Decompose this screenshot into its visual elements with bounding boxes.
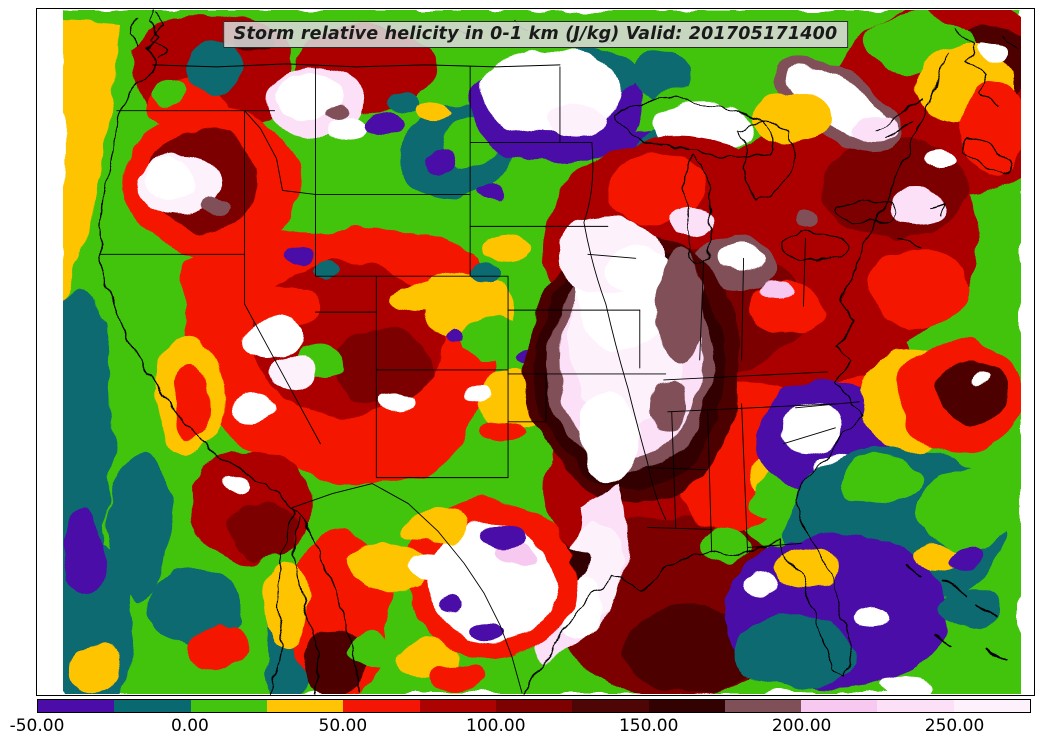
- colorbar-tick-label: 200.00: [771, 716, 832, 736]
- colorbar-segment: [648, 700, 725, 712]
- colorbar-tick-label: -50.00: [9, 716, 65, 736]
- colorbar: [37, 699, 1031, 713]
- contour-central-maximum: [526, 206, 742, 664]
- colorbar-segment: [190, 700, 267, 712]
- colorbar-tick-label: 0.00: [170, 716, 209, 736]
- colorbar-tick-label: 250.00: [924, 716, 985, 736]
- map-title: Storm relative helicity in 0-1 km (J/kg)…: [233, 24, 838, 44]
- colorbar-segment: [953, 700, 1031, 712]
- colorbar-tick-label: 150.00: [618, 716, 679, 736]
- helicity-map: [62, 9, 1022, 695]
- colorbar-segment: [724, 700, 802, 712]
- contour-texas-maximum: [405, 499, 577, 660]
- colorbar-segment: [419, 700, 496, 712]
- contour-pacific-ocean: [62, 20, 171, 695]
- contour-atlantic-storm: [841, 342, 1022, 504]
- colorbar-segment: [801, 700, 878, 712]
- contour-rockies-great-basin: [183, 228, 498, 484]
- contour-field: [62, 9, 1022, 695]
- coastlines: [98, 9, 1020, 695]
- colorbar-segment: [572, 700, 649, 712]
- title-box: Storm relative helicity in 0-1 km (J/kg)…: [222, 21, 849, 48]
- colorbar-segment: [343, 700, 420, 712]
- colorbar-tick-label: 50.00: [318, 716, 368, 736]
- colorbar-tick-labels: -50.00 0.00 50.00 100.00 150.00 200.00 250.00: [10, 716, 1031, 740]
- state-borders: [99, 63, 860, 694]
- colorbar-segment: [38, 700, 115, 712]
- colorbar-segment: [877, 700, 954, 712]
- contour-southeast: [699, 371, 1022, 695]
- colorbar-tick-label: 100.00: [466, 716, 526, 736]
- contour-mexico: [150, 530, 485, 695]
- colorbar-segment: [495, 700, 573, 712]
- plot-area: Storm relative helicity in 0-1 km (J/kg)…: [36, 8, 1035, 696]
- colorbar-segment: [266, 700, 344, 712]
- colorbar-segment: [114, 700, 191, 712]
